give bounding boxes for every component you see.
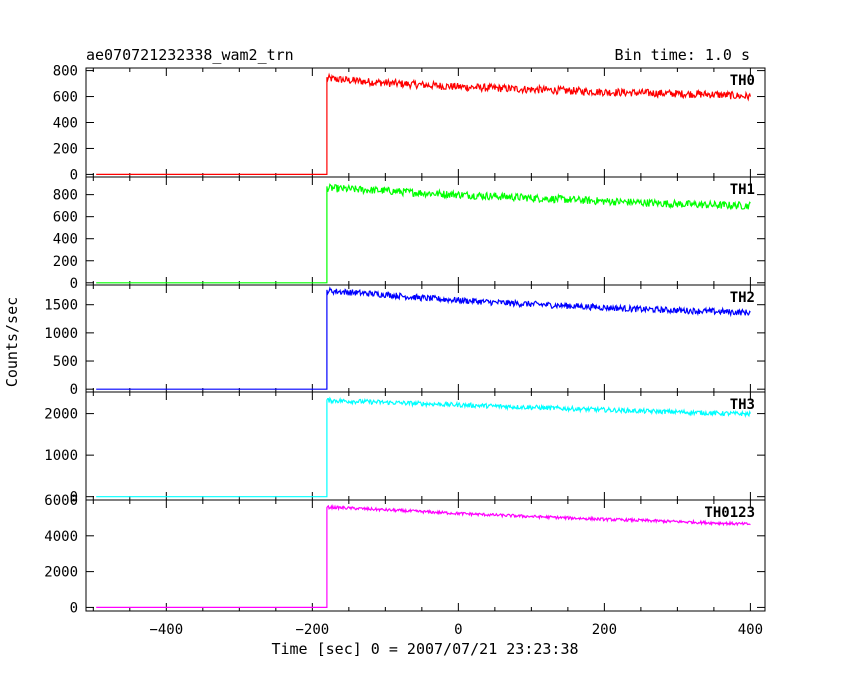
y-tick-label: 0 xyxy=(70,276,78,292)
series-label-th1: TH1 xyxy=(730,182,755,198)
panel-frame xyxy=(85,391,766,501)
y-tick-label: 4000 xyxy=(44,529,78,545)
y-axis-label: Counts/sec xyxy=(3,297,21,387)
x-axis-tick-labels: −400 −200 0 200 400 xyxy=(149,622,763,638)
y-tick-label: 2000 xyxy=(44,565,78,581)
x-tick-label: 0 xyxy=(454,622,462,638)
x-axis-label: Time [sec] 0 = 2007/07/21 23:23:38 xyxy=(271,640,578,658)
chart-title: ae070721232338_wam2_trn xyxy=(86,46,294,64)
y-tick-label: 800 xyxy=(53,188,78,204)
series-label-th2: TH2 xyxy=(730,290,755,306)
panel-th0123: 0 2000 4000 6000 TH0123 xyxy=(44,493,766,616)
x-tick-label: −400 xyxy=(149,622,183,638)
series-line-th3 xyxy=(96,396,751,498)
y-tick-label: 400 xyxy=(53,232,78,248)
panel-th2: 0 500 1000 1500 TH2 xyxy=(44,284,766,398)
y-tick-label: 0 xyxy=(70,167,78,183)
x-tick-label: −200 xyxy=(295,622,329,638)
y-tick-label: 600 xyxy=(53,90,78,106)
series-line-th1 xyxy=(96,183,751,284)
y-tick-label: 1000 xyxy=(44,326,78,342)
y-tick-label: 2000 xyxy=(44,407,78,423)
panel-th3: 0 1000 2000 TH3 xyxy=(44,391,766,506)
y-tick-label: 0 xyxy=(70,490,78,506)
y-tick-label: 6000 xyxy=(44,493,78,509)
y-tick-label: 0 xyxy=(70,382,78,398)
series-line-th2 xyxy=(96,286,751,390)
series-line-th0 xyxy=(96,72,751,175)
panel-th0: 0 200 400 600 800 TH0 xyxy=(53,64,766,183)
series-label-th3: TH3 xyxy=(730,397,755,413)
series-label-th0123: TH0123 xyxy=(704,505,755,521)
y-tick-label: 400 xyxy=(53,116,78,132)
bin-time-label: Bin time: 1.0 s xyxy=(615,46,750,64)
y-tick-label: 800 xyxy=(53,64,78,80)
series-label-th0: TH0 xyxy=(730,73,755,89)
panel-frame xyxy=(85,284,766,393)
y-tick-label: 200 xyxy=(53,254,78,270)
series-line-th0123 xyxy=(96,504,751,608)
x-tick-label: 200 xyxy=(592,622,617,638)
panel-th1: 0 200 400 600 800 TH1 xyxy=(53,176,766,292)
panel-frame xyxy=(85,499,766,612)
x-tick-label: 400 xyxy=(738,622,763,638)
y-tick-label: 500 xyxy=(53,354,78,370)
y-tick-label: 600 xyxy=(53,210,78,226)
y-tick-label: 1500 xyxy=(44,298,78,314)
panels-group: 0 200 400 600 800 TH0 0 200 400 600 800 TH1 0 500 1000… xyxy=(44,64,766,616)
y-tick-label: 1000 xyxy=(44,448,78,464)
y-tick-label: 200 xyxy=(53,141,78,157)
y-tick-label: 0 xyxy=(70,600,78,616)
